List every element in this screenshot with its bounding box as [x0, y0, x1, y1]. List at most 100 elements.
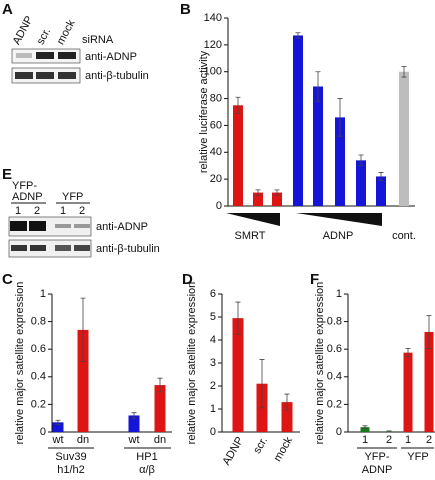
- x-tick-label: 1: [405, 434, 411, 446]
- error-bar: [284, 393, 290, 411]
- panel-label: C: [2, 271, 13, 288]
- y-tick-label: 60: [210, 119, 222, 131]
- row-label: anti-β-tubulin: [85, 70, 149, 82]
- row-label: anti-ADNP: [96, 221, 148, 233]
- error-bar: [131, 412, 137, 419]
- bar: [52, 422, 64, 432]
- bar: [293, 35, 303, 207]
- panel-label: F: [310, 271, 319, 288]
- error-bar: [157, 377, 163, 393]
- bar: [253, 192, 263, 206]
- group-label: HP1: [136, 451, 157, 463]
- blot: [8, 216, 92, 258]
- panel-label: D: [182, 271, 193, 288]
- y-tick-label: 100: [204, 66, 222, 78]
- y-tick-label: 3: [210, 357, 216, 369]
- error-bar: [426, 314, 432, 349]
- y-tick-label: 0: [40, 426, 46, 438]
- group-label: YFP-: [12, 180, 37, 192]
- lane-label: 1: [15, 205, 21, 217]
- x-tick-label: wt: [128, 434, 140, 446]
- error-bar: [55, 419, 61, 425]
- bar: [424, 331, 434, 432]
- group-label: SMRT: [235, 230, 266, 242]
- y-tick-label: 20: [210, 173, 222, 185]
- y-tick-label: 0: [210, 426, 216, 438]
- error-bar: [362, 425, 368, 429]
- x-tick-label: cont.: [392, 230, 416, 242]
- group-label: h1/h2: [57, 464, 85, 476]
- lane-title: siRNA: [82, 34, 114, 46]
- y-tick-label: 0.6: [327, 343, 342, 355]
- x-tick-label: dn: [77, 434, 89, 446]
- error-bar: [235, 96, 241, 114]
- error-bar: [378, 172, 384, 181]
- bar: [232, 318, 244, 432]
- panel-label: A: [2, 1, 13, 18]
- bar: [356, 160, 366, 206]
- row-label: anti-ADNP: [85, 51, 137, 63]
- x-tick-label: 2: [426, 434, 432, 446]
- y-tick-label: 0.2: [31, 398, 46, 410]
- y-axis-label: relative major satellite expression: [186, 282, 198, 445]
- y-tick-label: 1: [40, 288, 46, 300]
- group-label: ADNP: [323, 230, 354, 242]
- error-bar: [358, 154, 364, 167]
- x-tick-label: mock: [272, 435, 296, 464]
- y-tick-label: 80: [210, 92, 222, 104]
- y-tick-label: 6: [210, 288, 216, 300]
- x-tick-label: 2: [386, 434, 392, 446]
- group-label: ADNP: [12, 191, 43, 203]
- y-tick-label: 0.4: [327, 371, 342, 383]
- y-tick-label: 40: [210, 146, 222, 158]
- y-axis-label: relative major satellite expression: [14, 282, 26, 445]
- x-tick-label: ADNP: [220, 435, 246, 467]
- group-label: YFP: [407, 451, 428, 463]
- y-tick-label: 2: [210, 380, 216, 392]
- wedge: [296, 213, 382, 226]
- panel-label: E: [2, 166, 12, 183]
- x-tick-label: wt: [52, 434, 64, 446]
- error-bar: [405, 348, 411, 358]
- y-tick-label: 5: [210, 311, 216, 323]
- y-tick-label: 0.2: [327, 398, 342, 410]
- panel-label: B: [180, 1, 191, 18]
- lane-label: ADNP: [11, 14, 36, 47]
- bar: [313, 86, 323, 206]
- bar: [272, 192, 282, 206]
- lane-label: 2: [79, 205, 85, 217]
- y-axis-label: relative major satellite expression: [314, 282, 326, 445]
- bar: [77, 329, 89, 432]
- y-tick-label: 0.6: [31, 343, 46, 355]
- error-bar: [315, 71, 321, 102]
- x-tick-label: 1: [362, 434, 368, 446]
- bar: [399, 71, 409, 206]
- x-tick-label: scr.: [251, 435, 270, 456]
- error-bar: [255, 189, 261, 196]
- error-bar: [274, 189, 280, 196]
- bar: [335, 117, 345, 206]
- group-label: Suv39: [55, 451, 86, 463]
- lane-label: mock: [55, 17, 78, 46]
- error-bar: [337, 98, 343, 137]
- group-label: YFP-: [364, 451, 389, 463]
- y-axis-label: relative luciferase activity: [198, 50, 210, 173]
- y-tick-label: 1: [210, 403, 216, 415]
- bar: [360, 427, 370, 432]
- lane-label: scr.: [35, 26, 54, 47]
- group-label: α/β: [139, 464, 155, 476]
- y-tick-label: 120: [204, 39, 222, 51]
- wedge: [226, 213, 280, 226]
- error-bar: [401, 65, 407, 78]
- y-tick-label: 0.8: [327, 316, 342, 328]
- error-bar: [386, 430, 392, 433]
- bar: [233, 105, 243, 206]
- y-tick-label: 4: [210, 334, 216, 346]
- y-tick-label: 0: [216, 200, 222, 212]
- y-tick-label: 0: [336, 426, 342, 438]
- bar: [154, 385, 166, 432]
- y-tick-label: 0.4: [31, 371, 46, 383]
- y-tick-label: 0.8: [31, 316, 46, 328]
- error-bar: [259, 359, 265, 409]
- lane-label: 1: [60, 205, 66, 217]
